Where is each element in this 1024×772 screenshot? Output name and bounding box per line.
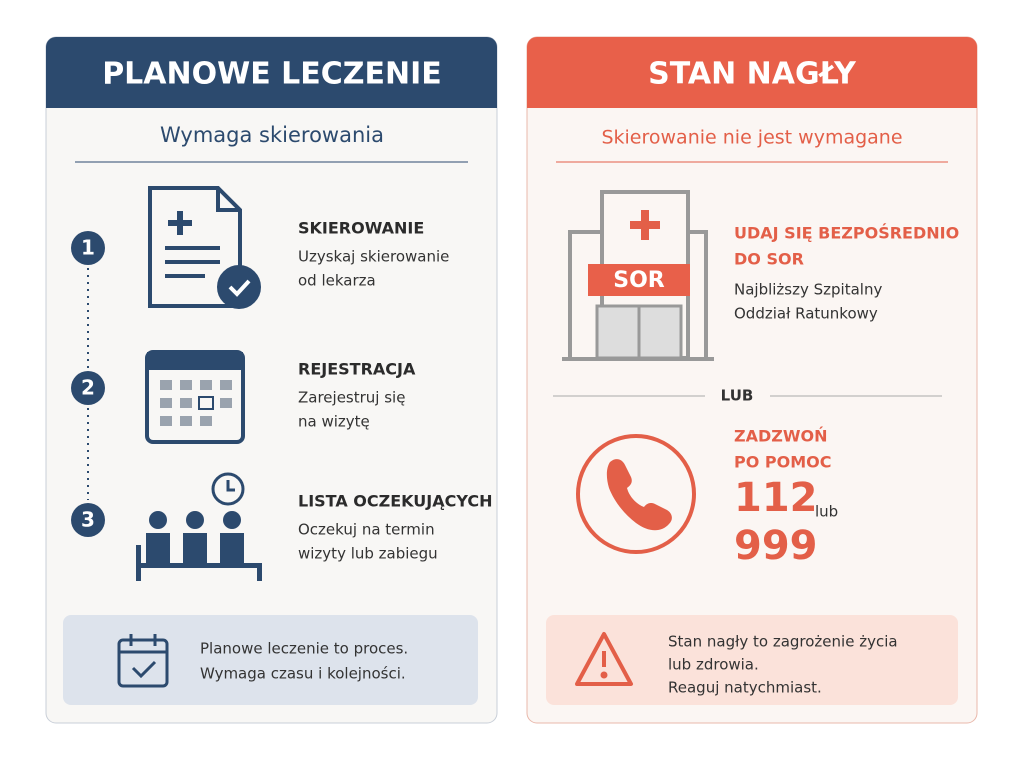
note-box	[63, 615, 478, 705]
step-numbers: 1 2 3	[71, 231, 105, 537]
step-title: SKIEROWANIE	[298, 219, 424, 238]
note-text: Planowe leczenie to proces.	[200, 640, 408, 658]
header	[527, 37, 977, 108]
note-text: Stan nagły to zagrożenie życia	[668, 633, 898, 651]
header	[46, 37, 497, 108]
step-number: 1	[81, 236, 95, 260]
note-text: Reaguj natychmiast.	[668, 679, 822, 697]
heading: UDAJ SIĘ BEZPOŚREDNIO	[734, 224, 959, 243]
note-text: Wymaga czasu i kolejności.	[200, 665, 406, 683]
title: STAN NAGŁY	[648, 57, 857, 92]
text: Najbliższy Szpitalny	[734, 281, 882, 299]
waiting-icon	[136, 472, 262, 581]
subtitle: Skierowanie nie jest wymagane	[601, 127, 902, 149]
calendar-icon	[145, 350, 245, 444]
hospital-sign: SOR	[613, 268, 665, 293]
note-box	[546, 615, 958, 705]
note-icon	[117, 634, 169, 688]
warning-icon	[575, 632, 633, 686]
step-text: na wizytę	[298, 413, 370, 431]
title: PLANOWE LECZENIE	[102, 57, 442, 92]
step-texts: SKIEROWANIE Uzyskaj skierowanie od lekar…	[298, 219, 493, 563]
call-heading: ZADZWOŃ	[734, 427, 828, 446]
phone-icon	[576, 434, 696, 554]
step-number: 2	[81, 376, 95, 400]
step-text: Uzyskaj skierowanie	[298, 248, 449, 266]
step-text: wizyty lub zabiegu	[298, 545, 438, 563]
heading: DO SOR	[734, 250, 804, 269]
step-title: REJESTRACJA	[298, 360, 416, 379]
step-number: 3	[81, 508, 95, 532]
text: Oddział Ratunkowy	[734, 305, 878, 323]
divider-text: LUB	[721, 387, 754, 405]
or-text: lub	[815, 503, 838, 521]
document-icon	[148, 186, 261, 309]
step-text: od lekarza	[298, 272, 376, 290]
hospital-icon	[562, 190, 714, 361]
step-text: Oczekuj na termin	[298, 521, 435, 539]
phone-number: 112	[734, 475, 818, 521]
subtitle: Wymaga skierowania	[160, 123, 384, 147]
call-heading: PO POMOC	[734, 453, 832, 472]
phone-number: 999	[734, 523, 818, 569]
step-title: LISTA OCZEKUJĄCYCH	[298, 492, 493, 511]
note-text: lub zdrowia.	[668, 656, 759, 674]
step-text: Zarejestruj się	[298, 389, 405, 407]
